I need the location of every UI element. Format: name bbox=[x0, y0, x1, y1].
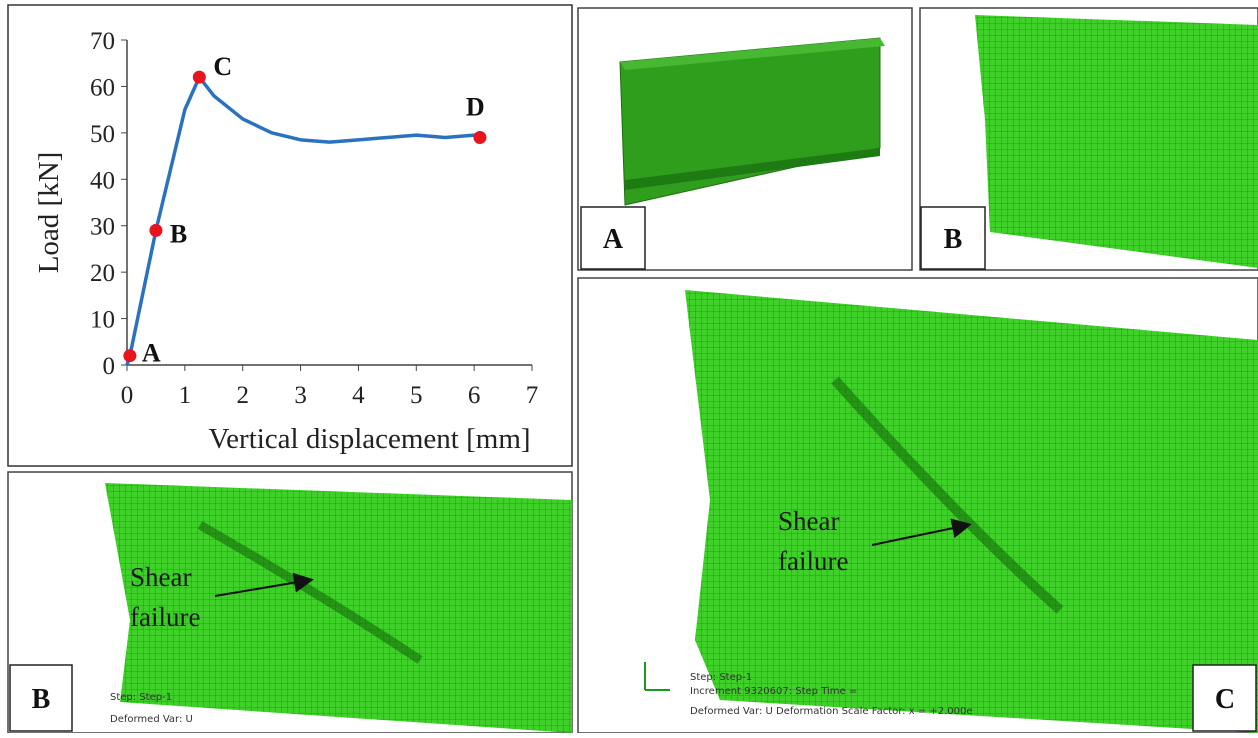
y-tick-label: 70 bbox=[90, 28, 115, 55]
x-tick-label: 7 bbox=[526, 382, 539, 409]
shear-band bbox=[831, 376, 1064, 614]
point-label: B bbox=[170, 219, 187, 248]
y-tick-label: 60 bbox=[90, 74, 115, 101]
caption: Deformed Var: U bbox=[110, 714, 193, 725]
point-marker bbox=[473, 131, 487, 144]
panel-label: B bbox=[32, 684, 51, 715]
x-tick-label: 2 bbox=[236, 382, 249, 409]
y-tick-label: 50 bbox=[90, 121, 115, 148]
beam-flange bbox=[620, 38, 885, 70]
label-box bbox=[920, 206, 986, 270]
caption: Step: Step-1 bbox=[690, 672, 752, 683]
panel-label: C bbox=[1215, 684, 1235, 715]
x-tick-label: 0 bbox=[121, 382, 134, 409]
label-box bbox=[9, 664, 73, 732]
x-tick-label: 1 bbox=[179, 382, 192, 409]
annotation: Shear bbox=[130, 562, 191, 592]
beam-flange bbox=[625, 148, 880, 190]
data-line bbox=[125, 75, 481, 366]
y-tick-label: 10 bbox=[90, 307, 115, 334]
arrow bbox=[871, 518, 972, 546]
x-tick-label: 4 bbox=[352, 382, 365, 409]
y-tick-label: 0 bbox=[103, 353, 116, 380]
arrow bbox=[214, 572, 314, 597]
label-box bbox=[580, 206, 646, 270]
y-tick-label: 40 bbox=[90, 167, 115, 194]
point-marker bbox=[149, 223, 163, 237]
mesh-image bbox=[975, 15, 1258, 268]
shear-band bbox=[197, 521, 423, 664]
x-tick-label: 3 bbox=[294, 382, 307, 409]
point-marker bbox=[123, 349, 137, 363]
y-tick-label: 30 bbox=[90, 214, 115, 241]
caption: Step: Step-1 bbox=[110, 692, 172, 703]
point-marker bbox=[192, 70, 206, 84]
x-tick-label: 5 bbox=[410, 382, 423, 409]
panel-label: A bbox=[603, 224, 624, 255]
panel-label: B bbox=[944, 224, 963, 255]
x-tick-label: 6 bbox=[468, 382, 481, 409]
y-axis-title: Load [kN] bbox=[33, 152, 65, 274]
y-tick-label: 20 bbox=[90, 260, 115, 287]
axis-triad bbox=[644, 662, 670, 691]
caption: Deformed Var: U Deformation Scale Factor… bbox=[690, 706, 973, 717]
annotation: Shear bbox=[778, 506, 839, 536]
point-label: C bbox=[213, 52, 232, 81]
caption: Increment 9320607: Step Time = bbox=[690, 686, 857, 697]
label-box bbox=[1192, 664, 1257, 732]
chart-frame bbox=[7, 4, 573, 467]
point-label: D bbox=[466, 93, 485, 122]
annotation: failure bbox=[130, 602, 200, 632]
point-label: A bbox=[142, 339, 161, 368]
annotation: failure bbox=[778, 546, 848, 576]
mesh-image bbox=[685, 290, 1258, 733]
x-axis-title: Vertical displacement [mm] bbox=[208, 423, 530, 455]
plot: 0 10 20 30 40 50 60 70 0 1 2 3 4 5 6 7 Vertical displace… bbox=[33, 28, 538, 455]
